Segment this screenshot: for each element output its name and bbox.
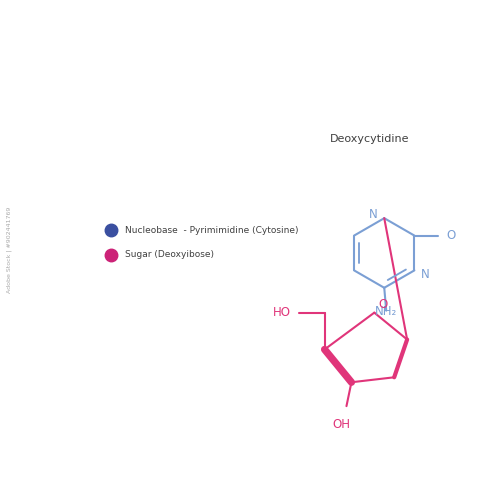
Text: HO: HO bbox=[273, 306, 291, 319]
Text: N: N bbox=[422, 268, 430, 281]
Text: Adobe Stock | #902441769: Adobe Stock | #902441769 bbox=[6, 207, 12, 293]
Text: Deoxycytidine: Deoxycytidine bbox=[330, 134, 409, 143]
Text: O: O bbox=[446, 229, 456, 242]
Text: O: O bbox=[378, 298, 388, 311]
Text: Sugar (Deoxyibose): Sugar (Deoxyibose) bbox=[124, 250, 214, 260]
Text: NH₂: NH₂ bbox=[375, 304, 398, 318]
Text: OH: OH bbox=[332, 418, 350, 431]
Text: N: N bbox=[368, 208, 378, 220]
Text: Nucleobase  - Pyrimimidine (Cytosine): Nucleobase - Pyrimimidine (Cytosine) bbox=[124, 226, 298, 234]
